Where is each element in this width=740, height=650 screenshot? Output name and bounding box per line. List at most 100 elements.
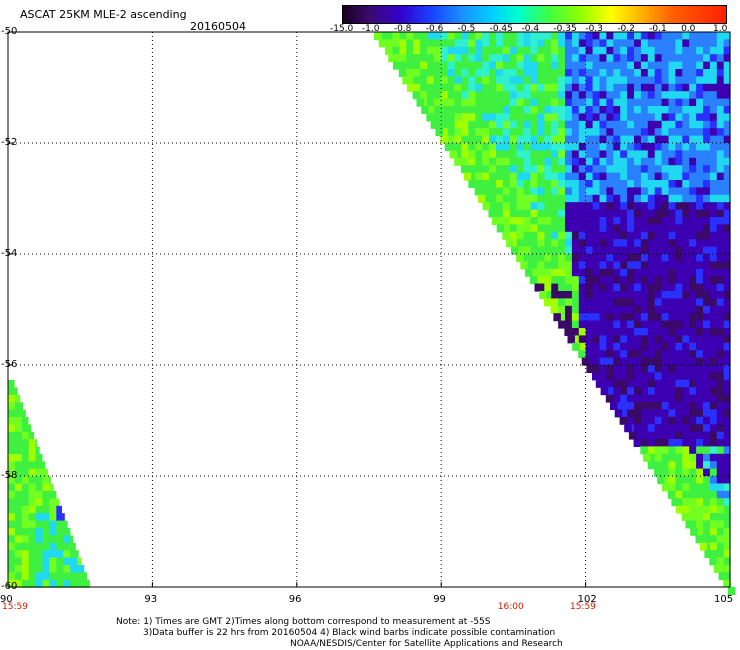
data-cell <box>14 550 23 559</box>
data-cell <box>502 120 510 129</box>
data-cell <box>474 187 483 196</box>
data-cell <box>447 135 455 144</box>
data-cell <box>619 246 628 255</box>
data-cell <box>688 379 697 388</box>
data-cell <box>14 579 23 588</box>
data-cell <box>578 120 586 129</box>
data-cell <box>49 579 57 588</box>
data-cell <box>667 120 676 129</box>
data-cell <box>529 254 538 262</box>
data-cell <box>695 76 703 85</box>
data-cell <box>585 187 593 196</box>
data-cell <box>405 39 414 48</box>
data-cell <box>619 379 628 388</box>
data-cell <box>598 150 607 159</box>
data-cell <box>633 98 641 107</box>
data-cell <box>723 550 731 558</box>
data-cell <box>633 268 641 277</box>
data-cell <box>612 365 621 373</box>
data-cell <box>557 268 565 277</box>
data-cell <box>529 46 538 55</box>
data-cell <box>667 298 676 307</box>
data-cell <box>654 254 662 262</box>
data-cell <box>77 557 82 566</box>
data-cell <box>702 461 710 470</box>
data-cell <box>647 69 655 77</box>
data-cell <box>585 157 593 166</box>
data-cell <box>42 565 50 573</box>
data-cell <box>550 113 559 122</box>
data-cell <box>543 69 552 77</box>
data-cell <box>474 165 483 174</box>
data-cell <box>447 39 455 48</box>
data-cell <box>492 217 500 225</box>
data-cell <box>83 572 88 581</box>
data-cell <box>536 276 545 285</box>
data-cell <box>702 402 710 410</box>
data-cell <box>543 254 552 262</box>
data-cell <box>14 483 23 492</box>
data-cell <box>674 320 683 329</box>
data-cell <box>419 91 427 100</box>
data-cell <box>433 113 441 122</box>
data-cell <box>654 106 662 114</box>
data-cell <box>647 209 655 218</box>
data-cell <box>598 217 607 225</box>
data-cell <box>543 143 552 151</box>
data-cell <box>681 165 690 174</box>
colorbar-label: -0.6 <box>425 24 444 34</box>
data-cell <box>674 261 683 270</box>
data-cell <box>543 172 552 181</box>
data-cell <box>454 157 462 166</box>
data-cell <box>474 83 483 92</box>
data-cell <box>654 439 662 447</box>
data-cell <box>667 409 676 418</box>
data-cell <box>661 172 669 181</box>
data-cell <box>495 180 503 188</box>
data-cell <box>723 490 731 499</box>
data-cell <box>626 350 634 359</box>
data-cell <box>633 305 641 314</box>
data-cell <box>674 120 683 129</box>
data-cell <box>474 128 483 137</box>
data-cell <box>523 106 531 114</box>
data-cell <box>626 106 634 114</box>
data-cell <box>688 202 697 211</box>
data-cell <box>640 365 648 373</box>
data-cell <box>610 402 618 410</box>
data-cell <box>667 231 676 240</box>
data-cell <box>702 379 710 388</box>
data-cell <box>626 416 634 425</box>
data-cell <box>702 498 710 507</box>
data-cell <box>28 468 37 477</box>
data-cell <box>467 32 476 40</box>
data-cell <box>14 565 23 573</box>
data-cell <box>723 365 731 373</box>
data-cell <box>619 143 628 151</box>
data-cell <box>633 61 641 70</box>
data-cell <box>14 520 23 529</box>
data-cell <box>28 520 37 529</box>
data-cell <box>598 39 607 48</box>
data-cell <box>681 187 690 196</box>
data-cell <box>626 268 634 277</box>
data-cell <box>488 91 496 100</box>
data-cell <box>688 350 697 359</box>
data-cell <box>598 305 607 314</box>
data-cell <box>468 180 476 188</box>
data-cell <box>592 135 600 144</box>
data-cell <box>21 550 30 559</box>
data-cell <box>509 209 517 218</box>
data-cell <box>688 32 697 40</box>
data-cell <box>63 513 65 522</box>
data-cell <box>716 298 724 307</box>
data-cell <box>460 113 469 122</box>
data-cell <box>42 535 50 544</box>
data-cell <box>612 350 621 359</box>
data-cell <box>667 61 676 70</box>
data-cell <box>35 491 44 499</box>
data-cell <box>502 76 510 85</box>
data-cell <box>605 135 614 144</box>
data-cell <box>585 202 593 211</box>
data-cell <box>688 254 697 262</box>
